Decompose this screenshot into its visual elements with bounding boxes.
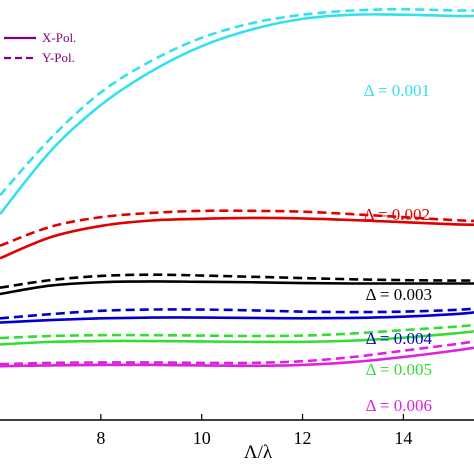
x-tick-layer: 8 10 12 14 <box>96 414 412 448</box>
annotation-delta-0006: Δ = 0.006 <box>366 396 432 415</box>
x-axis-label: Λ/λ <box>244 442 273 463</box>
x-tick-label: 14 <box>394 428 412 448</box>
series-line-group1-y-pol <box>0 7 474 197</box>
series-line-group1-x-pol <box>0 13 474 216</box>
legend: X-Pol. Y-Pol. <box>4 30 76 65</box>
series-line-group5-x-pol <box>0 330 474 346</box>
legend-label-y-pol: Y-Pol. <box>42 50 75 65</box>
annotation-delta-0004: Δ = 0.004 <box>366 329 433 348</box>
x-tick-label: 12 <box>294 428 312 448</box>
annotation-delta-0003: Δ = 0.003 <box>366 285 432 304</box>
annotation-delta-0002: Δ = 0.002 <box>364 205 430 224</box>
annotation-delta-0001: Δ = 0.001 <box>364 81 430 100</box>
series-line-group5-y-pol <box>0 323 474 340</box>
series-layer <box>0 7 474 368</box>
series-line-group6-x-pol <box>0 346 474 368</box>
series-line-group4-x-pol <box>0 311 474 324</box>
series-line-group2-x-pol <box>0 216 474 260</box>
series-line-group6-y-pol <box>0 340 474 366</box>
legend-label-x-pol: X-Pol. <box>42 30 76 45</box>
x-tick-label: 8 <box>96 428 105 448</box>
x-tick-label: 10 <box>193 428 211 448</box>
series-line-group3-y-pol <box>0 273 474 289</box>
series-line-group3-x-pol <box>0 280 474 296</box>
series-line-group4-y-pol <box>0 307 474 320</box>
annotation-delta-0005: Δ = 0.005 <box>366 360 432 379</box>
series-line-group2-y-pol <box>0 209 474 247</box>
